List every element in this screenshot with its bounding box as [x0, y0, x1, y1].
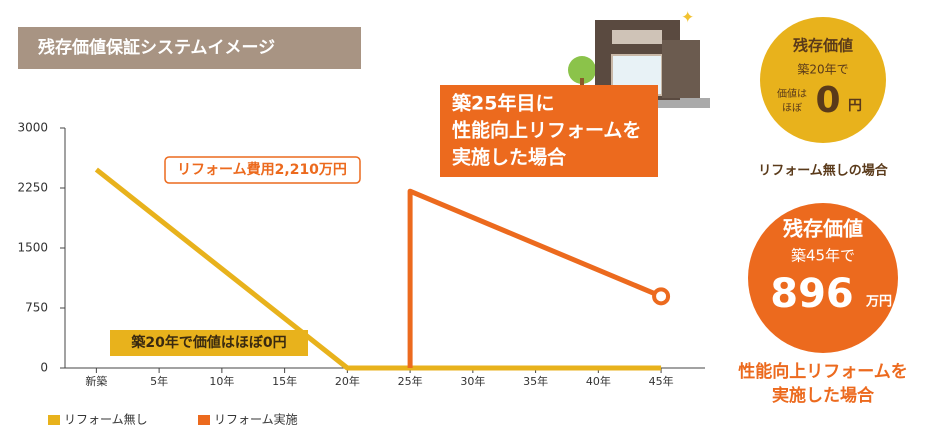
panel-caption: 実施した場合	[772, 385, 875, 406]
x-tick-label: 40年	[586, 374, 611, 388]
plot: 0 750 1500 2250 3000 新築 5年 10年 15年 20年 25年 30年 35年 40…	[17, 121, 705, 388]
x-tick-label: 新築	[85, 374, 107, 388]
legend-label: リフォーム無し	[64, 412, 148, 427]
svg-text:✦: ✦	[681, 8, 694, 27]
x-tick-label: 45年	[649, 374, 674, 388]
end-marker	[652, 287, 671, 306]
panel-heading: 残存価値	[783, 217, 863, 241]
y-tick-label: 3000	[17, 121, 48, 135]
y-tick-label: 1500	[17, 241, 48, 255]
panel-unit: 円	[848, 98, 862, 114]
panel-line: 築20年で	[797, 62, 848, 77]
series-line	[407, 188, 663, 368]
x-tick-label: 35年	[523, 374, 548, 388]
panel-line: 築45年で	[791, 247, 855, 265]
annotation-box	[110, 330, 308, 356]
legend-swatch	[48, 415, 60, 425]
summary-circle	[760, 17, 886, 143]
x-tick-label: 10年	[209, 374, 234, 388]
annotation: 築20年で価値はほぼ0円	[130, 334, 286, 351]
annotation-box	[440, 85, 658, 177]
panel-heading: 残存価値	[793, 37, 853, 55]
annotation: 実施した場合	[452, 146, 567, 169]
annotation: 性能向上リフォームを	[452, 119, 641, 142]
annotation: 築25年目に	[451, 92, 554, 115]
x-tick-label: 5年	[150, 374, 168, 388]
legend-swatch	[198, 415, 210, 425]
x-tick-label: 15年	[272, 374, 297, 388]
x-tick-label: 20年	[335, 374, 360, 388]
y-tick-label: 2250	[17, 181, 48, 195]
panel-caption: 性能向上リフォームを	[738, 361, 908, 382]
title-bar	[18, 27, 361, 69]
x-tick-label: 30年	[460, 374, 485, 388]
x-tick-label: 25年	[398, 374, 423, 388]
panel-unit: 万円	[865, 295, 892, 310]
legend-label: リフォーム実施	[214, 412, 298, 427]
panel-prefix: 価値は	[777, 87, 807, 100]
y-tick-label: 0	[40, 361, 48, 375]
panel-prefix: ほぼ	[782, 102, 802, 114]
panel-amount: 896	[770, 271, 854, 317]
annotation: リフォーム費用2,210万円	[177, 161, 347, 178]
y-tick-label: 750	[25, 301, 48, 315]
panel-caption: リフォーム無しの場合	[758, 163, 889, 179]
series-line	[94, 167, 662, 371]
annotation-box	[164, 156, 361, 184]
summary-circle	[748, 203, 898, 353]
panel-amount: 0	[815, 80, 840, 121]
chart-title: 残存価値保証システムイメージ	[38, 37, 275, 58]
